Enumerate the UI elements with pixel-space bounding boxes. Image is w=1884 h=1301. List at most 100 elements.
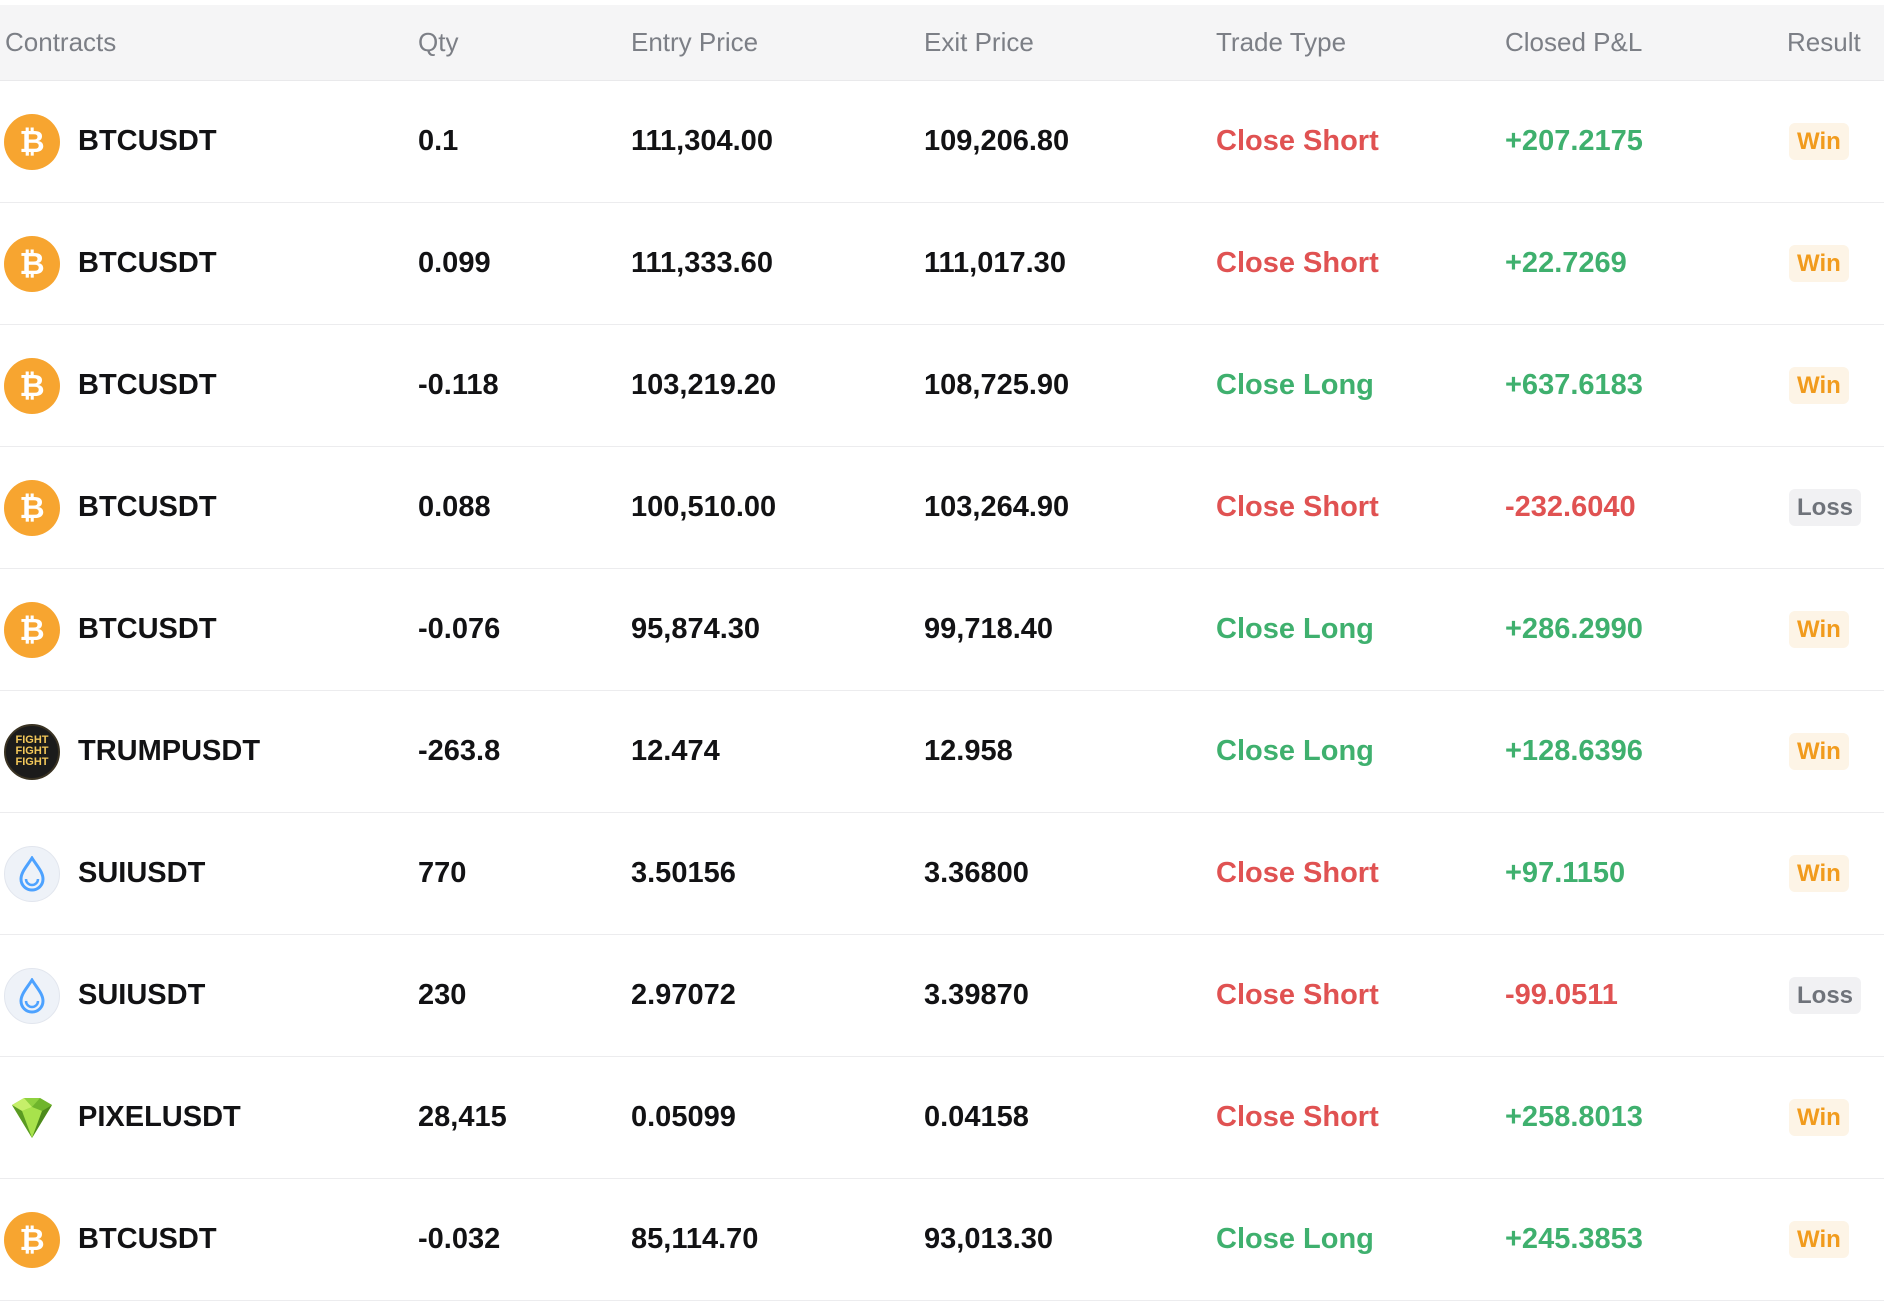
exit-price-cell: 108,725.90 <box>924 369 1070 401</box>
header-entry-price: Entry Price <box>631 27 759 57</box>
result-cell: Win <box>1782 367 1884 404</box>
closed-pnl-cell: +637.6183 <box>1505 369 1643 401</box>
qty-cell: 230 <box>418 979 467 1011</box>
qty-cell: 0.099 <box>418 247 491 279</box>
result-cell: Loss <box>1782 489 1884 526</box>
result-cell: Win <box>1782 123 1884 160</box>
header-result: Result <box>1787 27 1861 57</box>
exit-price-cell: 93,013.30 <box>924 1223 1054 1255</box>
result-badge: Win <box>1789 1221 1849 1258</box>
trump-coin-icon: FIGHT FIGHT FIGHT <box>4 723 60 780</box>
contract-symbol: SUIUSDT <box>78 979 206 1011</box>
result-cell: Win <box>1782 245 1884 282</box>
exit-price-cell: 109,206.80 <box>924 125 1070 157</box>
contract-symbol: BTCUSDT <box>78 1223 217 1255</box>
result-badge: Loss <box>1789 977 1862 1014</box>
result-badge: Win <box>1789 611 1849 648</box>
entry-price-cell: 0.05099 <box>631 1101 736 1133</box>
contract-symbol: BTCUSDT <box>78 613 217 645</box>
closed-pnl-cell: +207.2175 <box>1505 125 1643 157</box>
bitcoin-icon: ₿ <box>4 1211 60 1268</box>
closed-pnl-table: Contracts Qty Entry Price Exit Price Tra… <box>0 5 1884 1301</box>
table-row[interactable]: ₿ BTCUSDT 0.099 111,333.60 111,017.30 Close S… <box>0 203 1884 325</box>
sui-drop-icon <box>4 845 60 902</box>
table-row[interactable]: PIXELUSDT 28,415 0.05099 0.04158 Close Short… <box>0 1057 1884 1179</box>
bitcoin-icon: ₿ <box>4 113 60 170</box>
result-cell: Win <box>1782 1099 1884 1136</box>
header-qty: Qty <box>418 27 459 57</box>
trade-type-cell: Close Long <box>1216 369 1374 401</box>
closed-pnl-cell: -99.0511 <box>1505 979 1618 1011</box>
trade-type-cell: Close Short <box>1216 247 1379 279</box>
contract-cell: SUIUSDT <box>0 845 413 902</box>
contract-symbol: PIXELUSDT <box>78 1101 241 1133</box>
header-trade-type: Trade Type <box>1216 27 1347 57</box>
entry-price-cell: 111,333.60 <box>631 247 773 279</box>
result-badge: Win <box>1789 123 1849 160</box>
contract-symbol: SUIUSDT <box>78 857 206 889</box>
contract-cell: ₿ BTCUSDT <box>0 357 413 414</box>
table-row[interactable]: ₿ BTCUSDT 0.1 111,304.00 109,206.80 Close Sho… <box>0 81 1884 203</box>
result-badge: Win <box>1789 855 1849 892</box>
contract-cell: ₿ BTCUSDT <box>0 1211 413 1268</box>
result-cell: Win <box>1782 733 1884 770</box>
qty-cell: -0.032 <box>418 1223 501 1255</box>
trade-type-cell: Close Long <box>1216 735 1374 767</box>
table-body: ₿ BTCUSDT 0.1 111,304.00 109,206.80 Close Sho… <box>0 81 1884 1301</box>
qty-cell: -0.118 <box>418 369 499 401</box>
contract-symbol: BTCUSDT <box>78 369 217 401</box>
pixel-gem-icon <box>4 1090 60 1146</box>
table-row[interactable]: ₿ BTCUSDT -0.076 95,874.30 99,718.40 Close Lo… <box>0 569 1884 691</box>
closed-pnl-cell: +22.7269 <box>1505 247 1627 279</box>
bitcoin-icon: ₿ <box>4 357 60 414</box>
entry-price-cell: 111,304.00 <box>631 125 773 157</box>
contract-cell: PIXELUSDT <box>0 1090 413 1146</box>
result-badge: Loss <box>1789 489 1862 526</box>
table-row[interactable]: SUIUSDT 230 2.97072 3.39870 Close Short -99.0… <box>0 935 1884 1057</box>
contract-cell: ₿ BTCUSDT <box>0 479 413 536</box>
contract-cell: ₿ BTCUSDT <box>0 601 413 658</box>
header-contracts: Contracts <box>5 27 117 57</box>
contract-cell: ₿ BTCUSDT <box>0 113 413 170</box>
trade-type-cell: Close Short <box>1216 1101 1379 1133</box>
entry-price-cell: 2.97072 <box>631 979 736 1011</box>
entry-price-cell: 85,114.70 <box>631 1223 759 1255</box>
entry-price-cell: 95,874.30 <box>631 613 761 645</box>
bitcoin-icon: ₿ <box>4 479 60 536</box>
entry-price-cell: 3.50156 <box>631 857 736 889</box>
qty-cell: 0.088 <box>418 491 491 523</box>
table-row[interactable]: SUIUSDT 770 3.50156 3.36800 Close Short +97.1… <box>0 813 1884 935</box>
entry-price-cell: 103,219.20 <box>631 369 777 401</box>
table-row[interactable]: ₿ BTCUSDT 0.088 100,510.00 103,264.90 Close S… <box>0 447 1884 569</box>
table-row[interactable]: FIGHT FIGHT FIGHT TRUMPUSDT -263.8 12.474 12.9… <box>0 691 1884 813</box>
trade-type-cell: Close Short <box>1216 857 1379 889</box>
qty-cell: -263.8 <box>418 735 501 767</box>
closed-pnl-cell: -232.6040 <box>1505 491 1636 523</box>
result-cell: Win <box>1782 611 1884 648</box>
qty-cell: 770 <box>418 857 467 889</box>
table-row[interactable]: ₿ BTCUSDT -0.118 103,219.20 108,725.90 Close … <box>0 325 1884 447</box>
exit-price-cell: 111,017.30 <box>924 247 1066 279</box>
result-cell: Loss <box>1782 977 1884 1014</box>
exit-price-cell: 3.36800 <box>924 857 1029 889</box>
trade-type-cell: Close Short <box>1216 491 1379 523</box>
exit-price-cell: 3.39870 <box>924 979 1029 1011</box>
exit-price-cell: 103,264.90 <box>924 491 1070 523</box>
trade-type-cell: Close Long <box>1216 1223 1374 1255</box>
table-row[interactable]: ₿ BTCUSDT -0.032 85,114.70 93,013.30 Close Lo… <box>0 1179 1884 1301</box>
qty-cell: 0.1 <box>418 125 459 157</box>
closed-pnl-cell: +128.6396 <box>1505 735 1643 767</box>
result-cell: Win <box>1782 855 1884 892</box>
contract-cell: ₿ BTCUSDT <box>0 235 413 292</box>
contract-cell: FIGHT FIGHT FIGHT TRUMPUSDT <box>0 723 413 780</box>
sui-drop-icon <box>4 967 60 1024</box>
result-badge: Win <box>1789 245 1849 282</box>
closed-pnl-cell: +97.1150 <box>1505 857 1626 889</box>
closed-pnl-cell: +258.8013 <box>1505 1101 1643 1133</box>
exit-price-cell: 99,718.40 <box>924 613 1054 645</box>
bitcoin-icon: ₿ <box>4 235 60 292</box>
entry-price-cell: 12.474 <box>631 735 720 767</box>
exit-price-cell: 12.958 <box>924 735 1013 767</box>
trade-type-cell: Close Short <box>1216 125 1379 157</box>
closed-pnl-cell: +286.2990 <box>1505 613 1643 645</box>
